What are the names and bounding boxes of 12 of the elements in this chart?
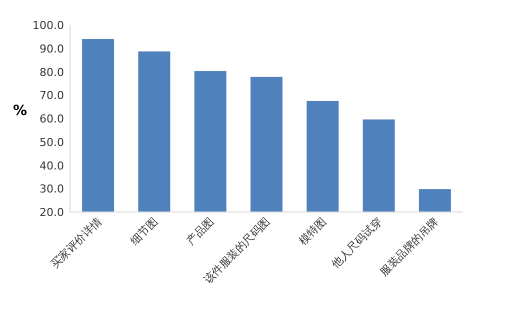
y-tick-label: 90.0 [40, 42, 64, 56]
y-tick-label: 50.0 [40, 136, 64, 149]
y-tick-label: 30.0 [40, 182, 64, 196]
y-axis-title: % [12, 103, 28, 119]
y-tick-label: 100.0 [32, 19, 64, 32]
y-tick-label: 60.0 [40, 112, 64, 126]
x-tick-label: 产品图 [184, 214, 216, 248]
x-tick-label: 模特图 [296, 214, 329, 248]
y-tick-label: 70.0 [40, 89, 64, 102]
y-tick-label: 40.0 [40, 159, 64, 172]
y-tick-label: 80.0 [40, 66, 64, 79]
x-tick-label: 细节图 [128, 214, 160, 248]
